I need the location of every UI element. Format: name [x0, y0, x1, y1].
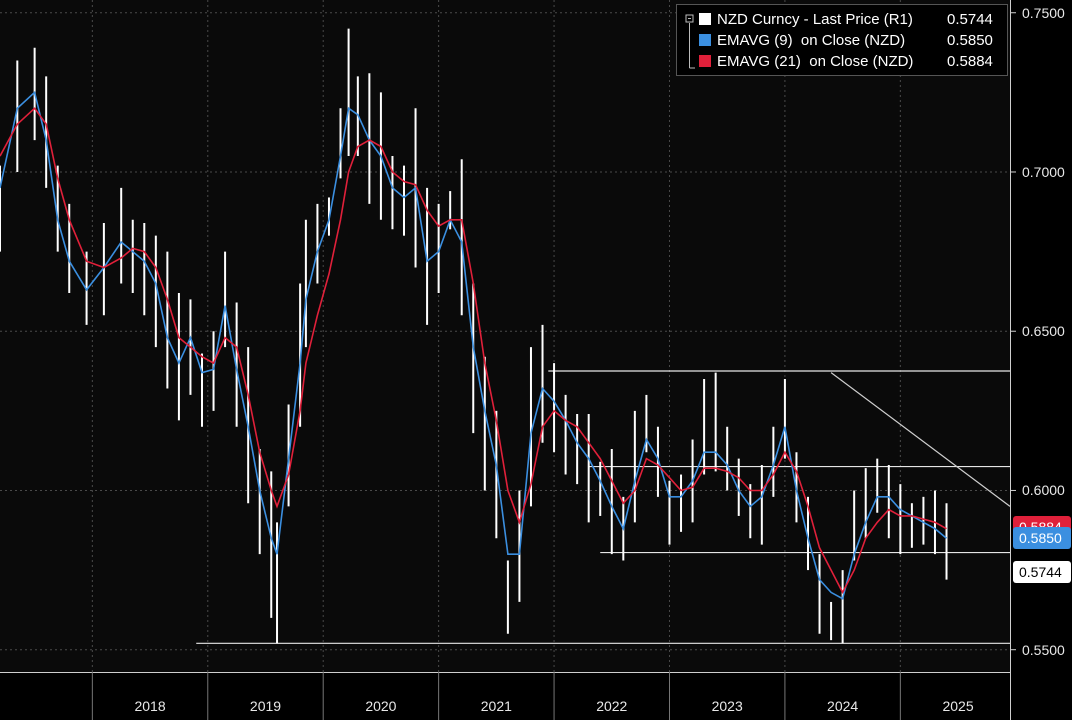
legend-tree-icon[interactable] — [685, 14, 697, 70]
y-tick-label: 0.7000 — [1022, 163, 1065, 180]
x-tick-label: 2020 — [365, 698, 397, 714]
plot-area — [0, 0, 1010, 672]
x-tick-label: 2018 — [134, 698, 166, 714]
x-tick-label: 2022 — [596, 698, 628, 714]
x-tick-label: 2024 — [827, 698, 859, 714]
y-tick-label: 0.6000 — [1022, 482, 1065, 499]
legend-value: 0.5884 — [947, 52, 993, 70]
y-tick-label: 0.5500 — [1022, 641, 1065, 658]
y-tick-label: 0.6500 — [1022, 323, 1065, 340]
axes — [0, 0, 1016, 720]
legend-label: NZD Curncy - Last Price (R1) — [717, 10, 913, 28]
legend-swatch-ema9 — [699, 34, 711, 46]
legend[interactable]: NZD Curncy - Last Price (R1) 0.5744 EMAV… — [676, 4, 1008, 76]
ema21-line — [0, 107, 947, 595]
price-tag-last: 0.5744 — [1013, 560, 1071, 583]
x-tick-label: 2019 — [249, 698, 282, 714]
legend-value: 0.5744 — [947, 10, 993, 28]
legend-item-ema21[interactable]: EMAVG (21) on Close (NZD) 0.5884 — [699, 52, 993, 70]
price-tag-ema9: 0.5850 — [1013, 527, 1071, 550]
y-tick-label: 0.7500 — [1022, 4, 1065, 21]
grid-lines — [0, 0, 1010, 672]
ema9-line — [0, 90, 948, 600]
legend-swatch-ema21 — [699, 55, 711, 67]
trend-line — [830, 372, 1011, 507]
legend-value: 0.5850 — [947, 31, 993, 49]
ema-lines — [0, 90, 948, 600]
legend-label: EMAVG (21) on Close (NZD) — [717, 52, 914, 70]
legend-item-ema9[interactable]: EMAVG (9) on Close (NZD) 0.5850 — [699, 31, 993, 49]
legend-label: EMAVG (9) on Close (NZD) — [717, 31, 906, 49]
legend-swatch-last-price — [699, 13, 711, 25]
x-tick-label: 2025 — [942, 698, 974, 714]
legend-item-last-price[interactable]: NZD Curncy - Last Price (R1) 0.5744 — [699, 10, 993, 28]
x-tick-label: 2021 — [480, 698, 512, 714]
x-tick-label: 2023 — [711, 698, 743, 714]
